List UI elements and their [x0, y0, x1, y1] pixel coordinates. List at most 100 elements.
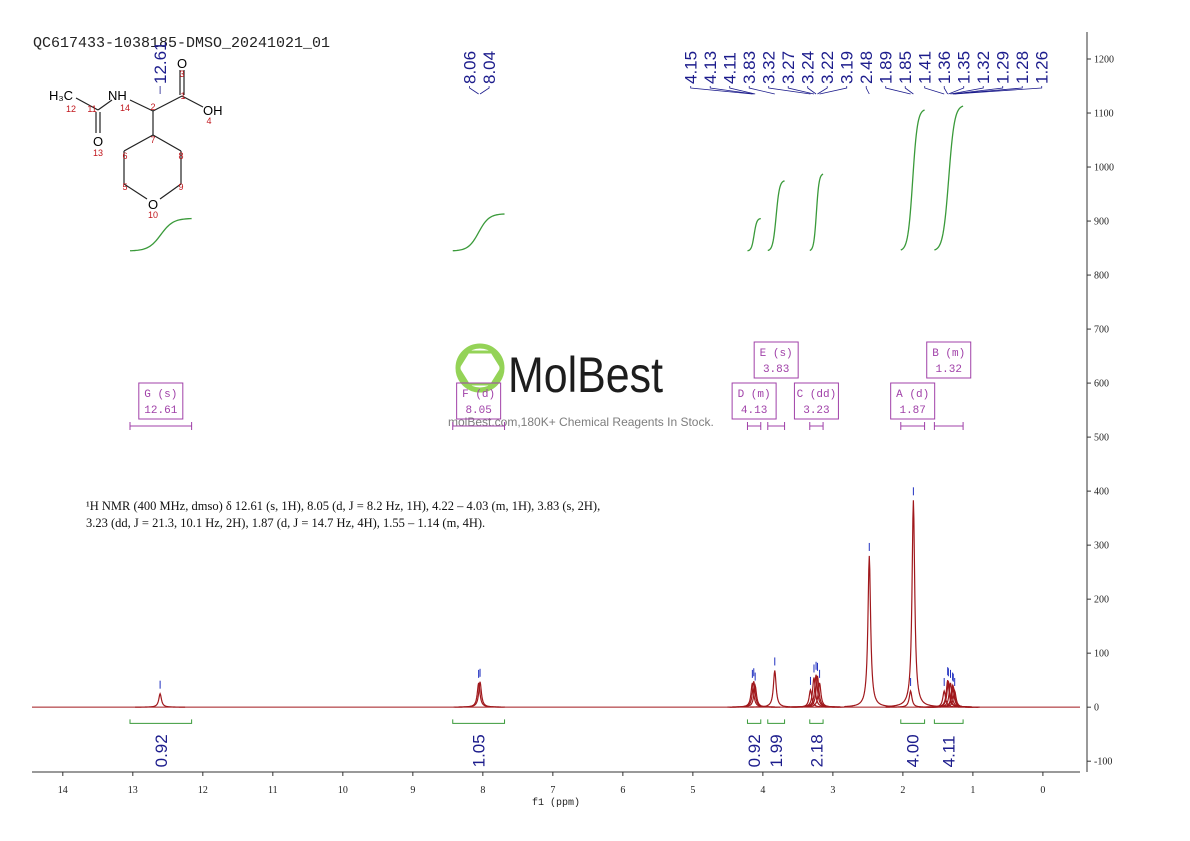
peak-label: 3.32: [760, 51, 779, 84]
multiplet-label: F (d): [462, 389, 495, 401]
peak-label: 1.26: [1033, 51, 1052, 84]
integral-curve: [767, 180, 785, 252]
multiplet-box: [890, 382, 936, 420]
peak-connector: [817, 86, 828, 95]
integral-bracket: [452, 719, 506, 724]
y-tick-label: -100: [1094, 757, 1112, 768]
x-tick-label: 2: [900, 785, 905, 796]
peak-label: 1.41: [916, 51, 935, 84]
bond: [152, 95, 183, 112]
y-tick-label: 600: [1094, 379, 1109, 390]
y-tick-label: 800: [1094, 271, 1109, 282]
peak-connector: [924, 86, 945, 95]
multiplet-shift: 3.83: [763, 364, 789, 376]
peak-connector: [709, 86, 754, 95]
x-tick-label: 3: [830, 785, 835, 796]
y-tick-label: 1100: [1094, 109, 1114, 120]
peak-label: 1.36: [935, 51, 954, 84]
tagline: molBest.com,180K+ Chemical Reagents In S…: [448, 415, 714, 429]
structure: H₃C NH O OH O O 12 14 11 13 2 3 1 4 7 6 …: [49, 56, 223, 220]
y-tick-label: 500: [1094, 433, 1109, 444]
peak: [794, 682, 845, 708]
multiplet-range: [452, 422, 506, 430]
multiplet-shift: 12.61: [144, 405, 177, 417]
atom: O: [177, 56, 187, 71]
peak-label: 3.19: [838, 51, 857, 84]
integral-bracket: [746, 719, 762, 724]
locant: 6: [122, 151, 127, 161]
atom: H₃C: [49, 88, 73, 103]
multiplet-range: [129, 422, 193, 430]
multiplet-label: C (dd): [797, 389, 837, 401]
y-tick-label: 400: [1094, 487, 1109, 498]
locant: 7: [150, 135, 155, 145]
integral-bracket: [809, 719, 824, 724]
peak: [455, 681, 506, 708]
y-tick-label: 200: [1094, 595, 1109, 606]
integral-value: 0.92: [152, 734, 171, 767]
bond: [75, 97, 99, 111]
integral-value: 2.18: [807, 734, 826, 767]
integral-bracket: [129, 719, 193, 724]
peak-connector: [885, 86, 911, 95]
peak-connector: [865, 86, 870, 95]
multiplet-range: [809, 422, 824, 430]
x-tick-label: 11: [268, 785, 278, 796]
peak-connector: [807, 86, 817, 95]
locant: 3: [179, 69, 184, 79]
integral-bracket: [900, 719, 926, 724]
x-tick-label: 13: [128, 785, 138, 796]
locant: 9: [178, 182, 183, 192]
bond: [123, 183, 148, 200]
multiplet-label: G (s): [144, 389, 177, 401]
peak-label: 4.15: [682, 51, 701, 84]
y-tick-label: 100: [1094, 649, 1109, 660]
peak-connector: [943, 86, 949, 95]
integral-value: 1.05: [470, 734, 489, 767]
description: 3.23 (dd, J = 21.3, 10.1 Hz, 2H), 1.87 (…: [86, 516, 485, 530]
peak-label: 1.32: [974, 51, 993, 84]
x-tick-label: 10: [338, 785, 348, 796]
peak-label: 3.24: [799, 51, 818, 84]
peak-label: 3.27: [779, 51, 798, 84]
description: ¹H NMR (400 MHz, dmso) δ 12.61 (s, 1H), …: [86, 499, 600, 513]
y-tick-label: 0: [1094, 703, 1099, 714]
peak-label: 1.28: [1013, 51, 1032, 84]
peak: [730, 683, 781, 708]
peak-connector: [748, 86, 775, 95]
multiplet-shift: 8.05: [465, 405, 491, 417]
peak-label: 1.85: [896, 51, 915, 84]
x-tick-label: 8: [480, 785, 485, 796]
peak-connector: [904, 86, 914, 95]
peak-connector: [950, 86, 984, 95]
bond: [159, 183, 182, 200]
y-tick-label: 1200: [1094, 55, 1114, 66]
multiplet-box: [456, 382, 502, 420]
integral-curve: [129, 217, 192, 252]
peak-connector: [952, 86, 1004, 95]
peak-label: 8.06: [461, 51, 480, 84]
x-tick-label: 7: [550, 785, 555, 796]
multiplet-shift: 1.87: [899, 405, 925, 417]
integral-curve: [452, 213, 505, 252]
multiplet-range: [933, 422, 964, 430]
integral-value: 4.00: [904, 734, 923, 767]
bond: [97, 99, 113, 111]
multiplet-box: [138, 382, 184, 420]
x-tick-label: 1: [970, 785, 975, 796]
integral-bracket: [767, 719, 786, 724]
bond: [181, 95, 204, 108]
peak-label: 8.04: [480, 51, 499, 84]
peak-label: 2.48: [857, 51, 876, 84]
x-tick-label: 12: [198, 785, 208, 796]
bond: [152, 134, 182, 152]
peak-connector: [953, 86, 1023, 95]
multiplet-range: [746, 422, 762, 430]
x-tick-label: 5: [690, 785, 695, 796]
bond: [123, 134, 154, 152]
multiplet-shift: 4.13: [741, 405, 767, 417]
y-tick-label: 700: [1094, 325, 1109, 336]
bond: [129, 99, 154, 112]
peak-connector: [729, 86, 756, 95]
